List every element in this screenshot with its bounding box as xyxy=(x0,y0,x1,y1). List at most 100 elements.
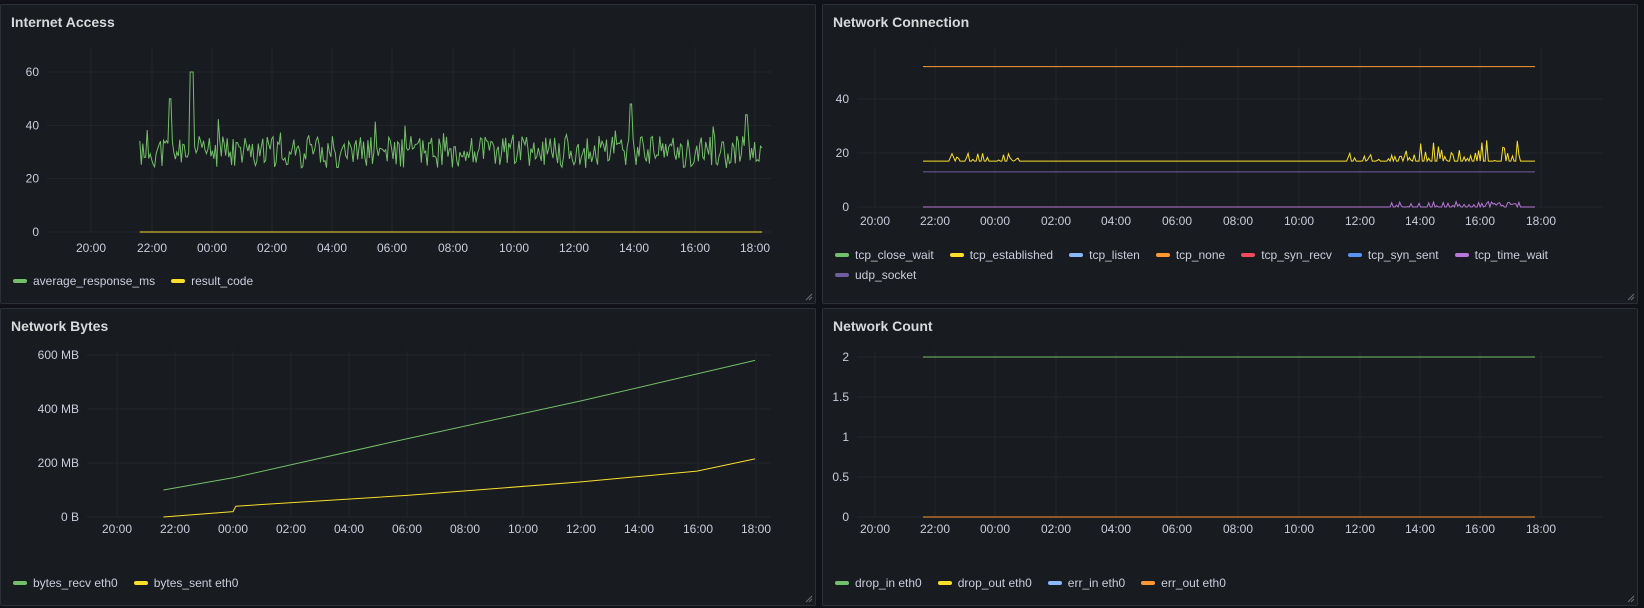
y-tick-label: 20 xyxy=(836,146,850,160)
x-tick-label: 10:00 xyxy=(499,241,529,255)
x-tick-label: 04:00 xyxy=(317,241,347,255)
legend-label: tcp_time_wait xyxy=(1474,248,1548,262)
grid xyxy=(87,351,771,518)
y-tick-label: 20 xyxy=(26,172,40,186)
x-tick-label: 18:00 xyxy=(740,241,770,255)
x-tick-label: 02:00 xyxy=(276,522,306,536)
grid xyxy=(857,47,1603,208)
x-tick-label: 16:00 xyxy=(680,241,710,255)
resize-handle-icon[interactable] xyxy=(1625,593,1635,603)
series-swatch xyxy=(1141,581,1156,585)
legend-item-udp-socket[interactable]: udp_socket xyxy=(835,268,916,282)
legend-item-average-response-ms[interactable]: average_response_ms xyxy=(13,274,155,288)
panel-network-bytes[interactable]: Network Bytes 0 B 200 MB 400 MB 600 MB 20:00… xyxy=(0,308,816,606)
x-tick-label: 08:00 xyxy=(1223,214,1253,228)
x-tick-label: 12:00 xyxy=(559,241,589,255)
series-swatch xyxy=(1241,253,1256,257)
y-tick-label: 0 xyxy=(32,225,39,239)
x-tick-label: 18:00 xyxy=(1526,522,1556,536)
chart-internet-access[interactable]: 0 20 40 60 20:00 22:00 00:00 02:00 04:00 06:00 08:… xyxy=(1,5,817,305)
y-tick-label: 200 MB xyxy=(38,456,79,470)
y-tick-label: 40 xyxy=(26,118,40,132)
x-tick-label: 04:00 xyxy=(1101,214,1131,228)
panel-title[interactable]: Internet Access xyxy=(11,14,115,30)
x-tick-label: 22:00 xyxy=(137,241,167,255)
x-tick-label: 08:00 xyxy=(450,522,480,536)
x-tick-label: 22:00 xyxy=(920,214,950,228)
x-tick-label: 22:00 xyxy=(920,522,950,536)
x-tick-label: 06:00 xyxy=(392,522,422,536)
y-tick-label: 0 xyxy=(842,510,849,524)
x-tick-label: 20:00 xyxy=(102,522,132,536)
legend-item-tcp-time-wait[interactable]: tcp_time_wait xyxy=(1454,248,1548,262)
chart-network-connection[interactable]: 0 20 40 20:00 22:00 00:00 02:00 04:00 06:00 08:00… xyxy=(823,5,1639,305)
series-line-bytes-sent-eth0 xyxy=(163,458,756,518)
panel-network-connection[interactable]: Network Connection 0 20 40 20:00 22:00 00:00 0… xyxy=(822,4,1638,304)
legend-item-tcp-syn-recv[interactable]: tcp_syn_recv xyxy=(1241,248,1332,262)
legend-item-result-code[interactable]: result_code xyxy=(171,274,253,288)
series-swatch xyxy=(1069,253,1084,257)
legend-label: drop_out eth0 xyxy=(957,576,1032,590)
series-swatch xyxy=(1347,253,1362,257)
x-tick-label: 16:00 xyxy=(1465,214,1495,228)
panel-internet-access[interactable]: Internet Access 0 20 40 60 20:00 22:00 00:00 02… xyxy=(0,4,816,304)
legend-item-bytes-recv[interactable]: bytes_recv eth0 xyxy=(13,576,118,590)
x-tick-label: 18:00 xyxy=(1526,214,1556,228)
series-swatch xyxy=(937,581,952,585)
series-swatch xyxy=(835,253,849,257)
y-tick-label: 1 xyxy=(842,430,849,444)
legend-item-tcp-syn-sent[interactable]: tcp_syn_sent xyxy=(1347,248,1439,262)
legend-item-drop-out[interactable]: drop_out eth0 xyxy=(937,576,1032,590)
x-tick-label: 06:00 xyxy=(1162,522,1192,536)
series-swatch xyxy=(133,581,148,585)
resize-handle-icon[interactable] xyxy=(1625,291,1635,301)
series-swatch xyxy=(835,273,849,277)
legend-item-tcp-close-wait[interactable]: tcp_close_wait xyxy=(835,248,934,262)
grid xyxy=(47,47,771,233)
x-tick-label: 12:00 xyxy=(1345,214,1375,228)
legend-item-tcp-established[interactable]: tcp_established xyxy=(949,248,1053,262)
chart-network-count[interactable]: 0 0.5 1 1.5 2 20:00 22:00 00:00 02:00 04:00 06:00 0… xyxy=(823,309,1639,607)
x-tick-label: 18:00 xyxy=(741,522,771,536)
panel-title[interactable]: Network Connection xyxy=(833,14,970,30)
legend-label: average_response_ms xyxy=(33,274,156,288)
panel-title[interactable]: Network Count xyxy=(833,318,933,334)
series-swatch xyxy=(13,581,27,585)
resize-handle-icon[interactable] xyxy=(803,291,813,301)
series-swatch xyxy=(1155,253,1170,257)
legend-label: udp_socket xyxy=(855,268,917,282)
chart-network-bytes[interactable]: 0 B 200 MB 400 MB 600 MB 20:00 22:00 00:00 02:0… xyxy=(1,309,817,607)
legend-item-err-out[interactable]: err_out eth0 xyxy=(1141,576,1226,590)
x-tick-label: 02:00 xyxy=(1041,522,1071,536)
legend: bytes_recv eth0 bytes_sent eth0 xyxy=(13,576,238,590)
legend-item-err-in[interactable]: err_in eth0 xyxy=(1047,576,1126,590)
y-tick-label: 0 xyxy=(842,200,849,214)
x-tick-label: 12:00 xyxy=(1345,522,1375,536)
x-tick-label: 06:00 xyxy=(377,241,407,255)
series-swatch xyxy=(835,581,849,585)
x-tick-label: 04:00 xyxy=(334,522,364,536)
panel-title[interactable]: Network Bytes xyxy=(11,318,109,334)
y-tick-label: 0.5 xyxy=(832,470,849,484)
x-tick-label: 00:00 xyxy=(980,522,1010,536)
x-tick-label: 02:00 xyxy=(1041,214,1071,228)
y-tick-label: 1.5 xyxy=(832,390,849,404)
legend-item-tcp-none[interactable]: tcp_none xyxy=(1155,248,1225,262)
legend: tcp_close_wait tcp_established tcp_liste… xyxy=(835,248,1595,282)
legend-item-drop-in[interactable]: drop_in eth0 xyxy=(835,576,922,590)
resize-handle-icon[interactable] xyxy=(803,593,813,603)
y-tick-label: 0 B xyxy=(61,510,79,524)
series-line-tcp-time-wait xyxy=(923,200,1535,209)
legend-label: err_in eth0 xyxy=(1067,576,1126,590)
panel-network-count[interactable]: Network Count 0 0.5 1 1.5 2 20:00 22:00 00:00 02… xyxy=(822,308,1638,606)
y-tick-label: 2 xyxy=(842,350,849,364)
x-tick-label: 12:00 xyxy=(566,522,596,536)
x-tick-label: 14:00 xyxy=(1405,522,1435,536)
x-tick-label: 00:00 xyxy=(197,241,227,255)
series-swatch xyxy=(1047,581,1062,585)
x-tick-label: 00:00 xyxy=(218,522,248,536)
legend-item-tcp-listen[interactable]: tcp_listen xyxy=(1069,248,1140,262)
x-tick-label: 10:00 xyxy=(1284,214,1314,228)
legend-item-bytes-sent[interactable]: bytes_sent eth0 xyxy=(133,576,238,590)
series-line-average-response-ms xyxy=(139,71,763,169)
